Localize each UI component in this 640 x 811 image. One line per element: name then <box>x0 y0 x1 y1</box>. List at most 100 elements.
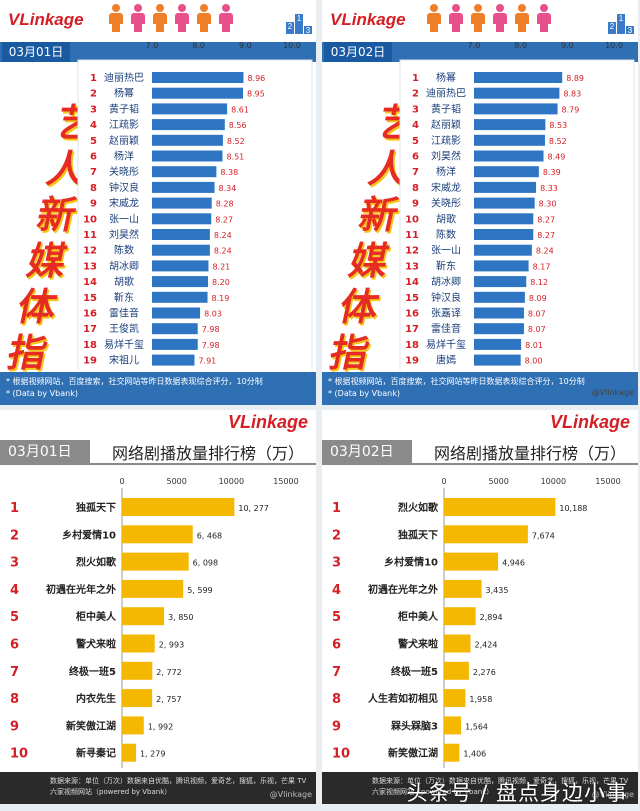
chart-title: 网络剧播放量排行榜（万） <box>434 444 627 463</box>
category-label: 陈数 <box>114 244 134 257</box>
rank-number: 1 <box>90 73 97 84</box>
category-label: 新笑傲江湖 <box>388 747 438 760</box>
rank-number: 10 <box>332 747 350 762</box>
rank-number: 12 <box>405 246 419 257</box>
bar <box>474 229 534 240</box>
x-tick-label: 9.0 <box>561 41 574 50</box>
value-label: 8.09 <box>529 294 547 303</box>
x-tick-label: 5000 <box>166 477 186 486</box>
category-label: 张一山 <box>109 213 139 225</box>
bar <box>152 150 223 162</box>
bar <box>444 579 482 598</box>
value-label: 8.83 <box>563 90 581 99</box>
value-label: 8.39 <box>543 168 561 177</box>
footer-line: 六家视频网站（powered by Vbank） <box>372 788 494 796</box>
category-label: 钟汉良 <box>109 181 139 194</box>
vlinkage-logo: VLinkage <box>549 412 630 432</box>
bar <box>444 607 476 626</box>
person-icon <box>108 4 124 32</box>
rank-number: 18 <box>83 340 97 351</box>
person-icon <box>536 4 552 32</box>
bar <box>152 181 215 193</box>
x-tick-label: 10000 <box>541 477 566 486</box>
value-label: 1, 279 <box>140 750 165 759</box>
rank-number: 9 <box>10 719 19 734</box>
footer-line: 六家视频网站（powered by Vbank） <box>50 788 172 796</box>
category-label: 人生若如初相见 <box>368 692 438 705</box>
person-icon <box>470 4 486 32</box>
panel-footer: * 根据视频网站，百度搜索，社交网站等昨日数据表现综合评分，10分制 * (Da… <box>0 372 316 405</box>
value-label: 1,406 <box>463 750 486 759</box>
value-label: 7,674 <box>532 531 555 540</box>
rank-number: 2 <box>10 528 19 543</box>
category-label: 关晓彤 <box>109 165 139 178</box>
category-label: 黄子韬 <box>109 102 139 115</box>
value-label: 8.24 <box>214 247 232 256</box>
value-label: 8.12 <box>530 278 548 287</box>
rank-number: 6 <box>90 152 97 163</box>
webdrama-chart-0301: 0 5000 10000 15000 1 独孤天下 10, 277 2 乡村爱情10 6, 468… <box>10 477 299 768</box>
bar <box>152 307 201 319</box>
value-label: 5, 599 <box>187 586 212 595</box>
value-label: 6, 468 <box>197 531 222 540</box>
x-tick-label: 8.0 <box>514 41 527 50</box>
bar <box>152 166 217 178</box>
category-label: 初遇在光年之外 <box>46 583 116 596</box>
rank-number: 2 <box>90 89 97 100</box>
rank-number: 7 <box>90 167 97 178</box>
bar <box>444 634 471 653</box>
rank-number: 15 <box>83 293 97 304</box>
x-tick-label: 0 <box>441 477 446 486</box>
rank-number: 8 <box>412 183 419 194</box>
bar <box>474 291 525 303</box>
category-label: 钟汉良 <box>431 291 461 304</box>
rank-number: 16 <box>405 309 419 320</box>
bar <box>152 338 198 350</box>
rank-number: 9 <box>412 199 419 210</box>
webdrama-chart-0302: 0 5000 10000 15000 1 烈火如歌 10,188 2 独孤天下 7,674 3 乡村爱… <box>332 477 621 768</box>
date-label: 03月01日 <box>2 42 70 62</box>
category-label: 宋威龙 <box>109 197 139 210</box>
category-label: 易烊千玺 <box>104 338 144 351</box>
x-tick-label: 15000 <box>273 477 298 486</box>
category-label: 唐嫣 <box>436 354 456 367</box>
x-tick-label: 5000 <box>488 477 508 486</box>
rank-number: 4 <box>10 583 19 598</box>
rank-number: 13 <box>83 261 97 272</box>
value-label: 2,424 <box>475 641 498 650</box>
panel-footer: * 根据视频网站，百度搜索，社交网站等昨日数据表现综合评分，10分制 * (Da… <box>322 372 638 405</box>
rank-number: 3 <box>10 556 19 571</box>
value-label: 10, 277 <box>238 504 269 513</box>
person-icon <box>514 4 530 32</box>
category-label: 陈数 <box>436 228 456 241</box>
bar <box>122 498 235 516</box>
person-icon <box>218 4 234 32</box>
rank-number: 8 <box>10 692 19 707</box>
category-label: 胡歌 <box>114 275 134 288</box>
rank-number: 1 <box>10 501 19 516</box>
bar <box>122 661 153 680</box>
rank-number: 2 <box>412 89 419 100</box>
panel-footer: 数据来源：单位（万次）数据来自优酷，腾讯视频，爱奇艺，搜狐，乐视，芒果 TV 六… <box>322 772 638 804</box>
value-label: 8.96 <box>247 74 265 83</box>
category-label: 烈火如歌 <box>398 501 439 514</box>
value-label: 8.95 <box>247 90 265 99</box>
category-label: 槑头槑脑3 <box>390 719 438 732</box>
value-label: 8.30 <box>539 200 557 209</box>
weibo-watermark: @Vlinkage <box>591 388 634 397</box>
bar <box>122 716 144 735</box>
vlinkage-logo: VLinkage <box>8 10 84 29</box>
category-label: 雷佳音 <box>109 307 139 320</box>
rank-number: 11 <box>405 230 419 241</box>
value-label: 2,894 <box>480 613 503 622</box>
bar <box>152 197 212 209</box>
bar <box>444 498 556 516</box>
footer-line: * (Data by Vbank) <box>328 389 400 398</box>
value-label: 8.27 <box>537 215 555 224</box>
x-tick-label: 7.0 <box>468 41 481 50</box>
value-label: 2,276 <box>473 668 496 677</box>
category-label: 迪丽热巴 <box>426 87 466 100</box>
